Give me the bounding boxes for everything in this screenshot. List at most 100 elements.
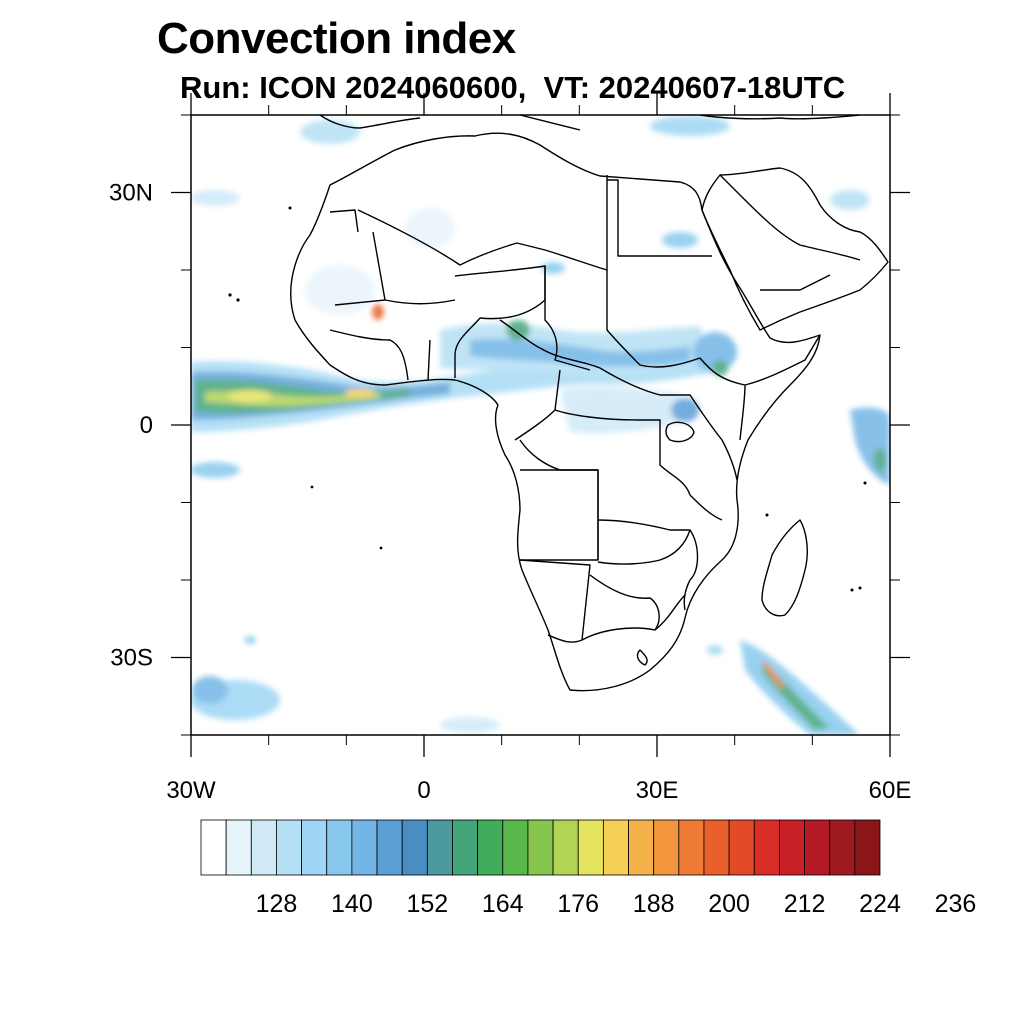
- comoros: [765, 513, 769, 517]
- colorbar-label: 164: [482, 890, 524, 918]
- border-niger: [454, 265, 546, 320]
- border-libya: [516, 175, 608, 271]
- s-atlantic-cell: [440, 717, 500, 733]
- colorbar-swatch: [250, 819, 277, 876]
- colorbar-swatch: [452, 819, 479, 876]
- plot-frame: [190, 114, 891, 736]
- colorbar-swatch: [225, 819, 252, 876]
- colorbar-swatch: [376, 819, 403, 876]
- lon-tick-label: 30W: [166, 777, 216, 804]
- west-sahara-cell: [305, 265, 375, 315]
- colorbar-label: 176: [557, 890, 599, 918]
- colorbar-label: 224: [859, 890, 901, 918]
- colorbar-swatch: [728, 819, 755, 876]
- mauritius: [858, 586, 862, 590]
- south-cyclone-peak: [763, 660, 784, 688]
- colorbar-label: 212: [784, 890, 826, 918]
- colorbar-swatch: [351, 819, 378, 876]
- border-nigeria: [454, 317, 541, 378]
- border-chad: [544, 266, 591, 371]
- colorbar-label: 188: [633, 890, 675, 918]
- cape-verde-1: [228, 293, 232, 297]
- colorbar-swatch: [200, 819, 227, 876]
- border-west-africa: [329, 329, 431, 381]
- mali-cell: [372, 304, 384, 320]
- colorbar-swatch: [426, 819, 453, 876]
- colorbar-swatch: [577, 819, 604, 876]
- lake-victoria-cell: [671, 398, 699, 422]
- colorbar-swatch: [477, 819, 504, 876]
- colorbar-swatch: [502, 819, 529, 876]
- colorbar-label: 200: [708, 890, 750, 918]
- border-car-congo: [514, 347, 661, 441]
- colorbar-label: 140: [331, 890, 373, 918]
- ascension-island: [310, 485, 314, 489]
- colorbar-swatch: [401, 819, 428, 876]
- sw-atlantic-cell-3: [192, 676, 228, 704]
- med-cell-1: [300, 120, 360, 144]
- nigeria-cell: [506, 320, 530, 340]
- indian-ocean-core: [874, 448, 886, 472]
- border-botswana: [589, 574, 660, 631]
- colorbar-swatch: [779, 819, 805, 876]
- indian-ocean-cell: [850, 407, 890, 485]
- colorbar-swatch: [678, 819, 705, 876]
- colorbar-label: 128: [256, 890, 298, 918]
- coastlines-and-borders: [290, 115, 889, 692]
- ethiopia-core: [712, 360, 728, 376]
- colorbar-label: 236: [935, 890, 977, 918]
- colorbar-label: 152: [406, 890, 448, 918]
- lake-victoria: [665, 421, 695, 443]
- madagascar-east-cell: [707, 645, 723, 655]
- lon-tick-label: 60E: [869, 777, 912, 804]
- map-subtitle: Run: ICON 2024060600, VT: 20240607-18UTC: [180, 70, 846, 105]
- colorbar-swatch: [602, 819, 629, 876]
- arabia-coastline: [701, 167, 889, 331]
- colorbar-swatch: [326, 819, 353, 876]
- colorbar-swatch: [753, 819, 780, 876]
- cape-verde-2: [236, 298, 240, 302]
- colorbar-swatch: [527, 819, 554, 876]
- lat-tick-label: 30N: [109, 180, 153, 207]
- border-east-africa: [660, 357, 746, 521]
- itcz-hotspot: [228, 390, 272, 402]
- sudan-cell: [662, 232, 698, 248]
- colorbar-swatch: [703, 819, 730, 876]
- border-southafrica: [581, 594, 686, 666]
- colorbar-swatch: [829, 819, 856, 876]
- arabia-cell: [830, 190, 870, 210]
- colorbar-swatch: [653, 819, 680, 876]
- lat-tick-label: 30S: [110, 645, 153, 672]
- border-mozambique: [683, 529, 699, 611]
- lon-tick-label: 30E: [636, 777, 679, 804]
- colorbar-swatch: [301, 819, 328, 876]
- congo-convection: [560, 387, 690, 434]
- axis-ticks: 30N 0 30S 30W 0 30E 60E: [109, 93, 911, 804]
- med-cell-2: [650, 116, 730, 136]
- lat-tick-label: 0: [140, 412, 153, 439]
- islands: [228, 206, 867, 592]
- lon-tick-label: 0: [417, 777, 430, 804]
- seychelles: [863, 481, 867, 485]
- border-mali: [334, 231, 456, 306]
- colorbar: 128 140 152 164 176 188 200 212 224 236: [200, 819, 977, 918]
- sahara-cell-2: [541, 262, 565, 274]
- canary-islands: [288, 206, 292, 210]
- sw-atlantic-cell-4: [244, 636, 256, 644]
- border-morocco: [329, 209, 359, 233]
- map-title: Convection index: [157, 14, 516, 63]
- madagascar-coastline: [761, 519, 808, 617]
- colorbar-swatch: [804, 819, 831, 876]
- convection-field: [191, 116, 890, 735]
- colorbar-swatch: [854, 819, 881, 876]
- st-helena: [379, 546, 383, 550]
- itcz-hotspot-2: [345, 389, 375, 397]
- border-zambia: [597, 519, 691, 565]
- border-arabia-inner: [719, 174, 861, 291]
- border-sudan: [606, 270, 701, 368]
- border-angola: [520, 469, 599, 561]
- africa-coastline: [290, 132, 821, 692]
- border-egypt: [607, 179, 712, 257]
- colorbar-swatch: [628, 819, 655, 876]
